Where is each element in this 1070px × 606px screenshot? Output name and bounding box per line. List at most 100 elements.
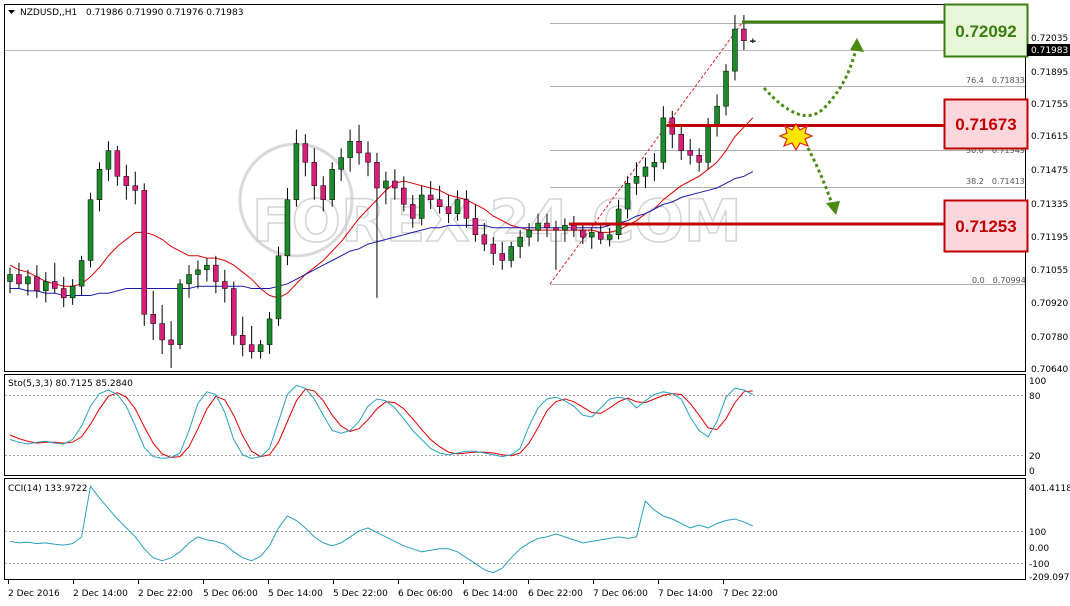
price-label: 0.72035 (1031, 34, 1068, 44)
candle-body-bear (678, 133, 684, 151)
candle-body-bull (723, 70, 729, 107)
dropdown-triangle-icon[interactable] (8, 10, 15, 14)
candle (347, 129, 353, 172)
candle-body-bull (705, 124, 711, 163)
candle-body-bull (383, 180, 389, 189)
stoch-signal-line (9, 388, 753, 459)
candle-body-bull (266, 318, 273, 345)
candle-body-bear (60, 288, 67, 299)
breakout-burst-icon (778, 122, 814, 152)
candle-body-bull (526, 229, 532, 238)
candle-body-bear (114, 150, 121, 177)
candle (499, 241, 505, 270)
candle-body-bull (96, 169, 103, 200)
candle-body-bear (445, 206, 452, 214)
candle (597, 225, 604, 245)
candle (544, 213, 550, 238)
candle (168, 321, 174, 368)
stochastic-pane: Sto(5,3,3) 80.7125 85.2840 100 80 20 0 (5, 377, 1046, 477)
candle (589, 227, 595, 249)
candle-body-bull (418, 194, 425, 219)
support-box (943, 199, 1029, 253)
candle (615, 199, 622, 240)
pivot-box (943, 98, 1029, 150)
candle (535, 213, 541, 242)
drop-arrow-path (806, 147, 834, 205)
candle-body-bull (750, 40, 756, 42)
price-label: 0.71755 (1031, 100, 1068, 110)
level-lines (569, 20, 944, 226)
candle (311, 148, 318, 200)
chart-header: NZDUSD,,H1 0.71986 0.71990 0.71976 0.719… (8, 8, 243, 18)
candle-body-bear (356, 140, 362, 154)
candle (213, 255, 219, 294)
candle-body-bear (490, 243, 497, 254)
time-label: 5 Dec 22:00 (333, 589, 388, 599)
drop-arrow-head (826, 201, 840, 215)
candle-body-bear (544, 222, 550, 228)
candle-body-bear (410, 204, 416, 219)
candle-body-bear (481, 234, 488, 245)
candle-body-bull (257, 344, 264, 352)
candle-body-bull (195, 269, 201, 275)
candle-body-bull (651, 162, 658, 168)
candle (320, 176, 326, 212)
candle-body-bear (123, 176, 130, 186)
candle (204, 258, 210, 282)
candle-body-bull (454, 199, 461, 214)
candle (141, 183, 147, 326)
candle (239, 316, 246, 357)
price-label: 0.71055 (1031, 266, 1068, 276)
candle (222, 269, 228, 303)
candle-body-bear (320, 185, 326, 200)
candle-body-bear (150, 313, 156, 324)
time-label: 7 Dec 22:00 (723, 589, 778, 599)
candle-body-bull (177, 283, 183, 345)
fibo-trend-line (549, 22, 743, 285)
candle (651, 152, 658, 181)
fibo-label-0: 0.0 0.70994 (972, 276, 1026, 285)
candle (418, 185, 425, 226)
pivot-value: 0.71673 (955, 115, 1016, 134)
candle-body-bull (615, 208, 622, 236)
candle-body-bear (687, 150, 693, 156)
resistance-value: 0.72092 (955, 22, 1016, 41)
candle (374, 152, 380, 298)
candle-body-bear (302, 143, 309, 163)
candle-body-bull (732, 28, 738, 72)
candle-body-bear (132, 185, 139, 191)
candle (43, 272, 49, 303)
candle (257, 339, 264, 359)
candle-body-bear (159, 323, 165, 341)
candle (195, 260, 201, 289)
candle-body-bull (642, 166, 649, 177)
candle (427, 180, 434, 210)
candle-body-bull (633, 176, 640, 184)
time-label: 5 Dec 14:00 (268, 589, 323, 599)
candle-body-bull (329, 169, 335, 200)
candle (293, 129, 300, 207)
candle-body-bull (624, 183, 631, 210)
ma-slow-line (10, 171, 754, 296)
bounce-arrow-path (762, 47, 858, 118)
cci-scale-label: 401.4118 (1029, 484, 1070, 494)
candle-body-bull (284, 199, 291, 257)
time-label: 2 Dec 22:00 (138, 589, 193, 599)
candle (159, 304, 165, 354)
candle (633, 162, 640, 196)
current-price-value: 0.71983 (1031, 46, 1068, 56)
candle (150, 290, 156, 340)
candle-body-bear (436, 199, 443, 207)
candle-body-bear (168, 339, 174, 345)
fibo-label-38: 38.2 0.71413 (966, 177, 1025, 186)
candle (52, 262, 58, 294)
candle (87, 192, 94, 268)
price-label: 0.71475 (1031, 166, 1068, 176)
time-label: 2 Dec 14:00 (73, 589, 128, 599)
candle (454, 190, 461, 221)
candle-body-bear (141, 190, 147, 315)
candle (678, 124, 684, 160)
time-axis: 2 Dec 2016 2 Dec 14:00 2 Dec 22:00 5 Dec 06… (8, 580, 778, 599)
candle (490, 237, 497, 266)
